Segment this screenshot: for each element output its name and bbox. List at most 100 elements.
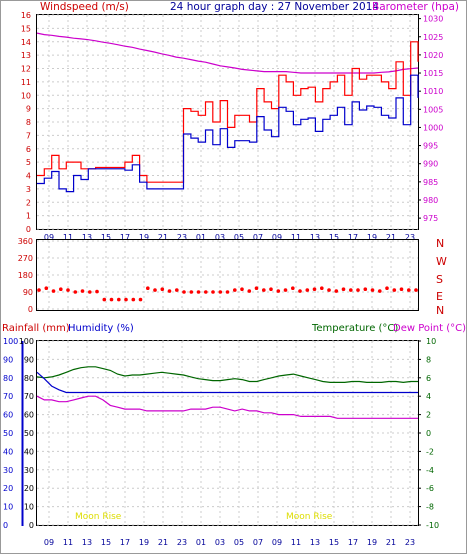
barometer-y-axis: 1030 1025 1020 1015 1010 1005 1000 995 990 985 980… bbox=[418, 15, 443, 223]
x-tick-label: 05 bbox=[234, 233, 244, 242]
x-tick-label: 07 bbox=[253, 538, 263, 547]
y-tick-label: 14 bbox=[21, 38, 31, 47]
y-tick-label: 980 bbox=[423, 196, 438, 205]
direction-point bbox=[196, 290, 201, 294]
windspeed-axis-title: Windspeed (m/s) bbox=[40, 1, 129, 13]
y-tick-label: 70 bbox=[24, 392, 34, 401]
direction-point bbox=[305, 288, 310, 292]
direction-point bbox=[59, 287, 63, 292]
x-tick-label: 21 bbox=[386, 233, 396, 242]
x-tick-label: 11 bbox=[63, 233, 73, 242]
x-tick-label: 23 bbox=[177, 233, 187, 242]
direction-point bbox=[109, 297, 114, 302]
x-tick-label: 03 bbox=[215, 233, 225, 242]
x-tick-label: 19 bbox=[367, 538, 377, 547]
top-series bbox=[36, 32, 419, 193]
temperature-line bbox=[36, 366, 418, 384]
direction-point bbox=[327, 288, 331, 292]
direction-point bbox=[204, 290, 208, 294]
bottom-x-axis: 09 11 13 15 17 19 21 23 01 03 05 07 09 11 13 15 17 19 21 23 bbox=[44, 538, 415, 547]
y-tick-label: 30 bbox=[24, 466, 34, 475]
direction-point bbox=[117, 297, 121, 302]
x-tick-label: 13 bbox=[310, 538, 320, 547]
direction-point bbox=[392, 288, 397, 292]
y-tick-label: 90 bbox=[24, 355, 34, 364]
direction-point bbox=[218, 290, 223, 294]
x-tick-label: 15 bbox=[329, 538, 339, 547]
x-tick-label: 19 bbox=[139, 233, 149, 242]
direction-point bbox=[356, 288, 360, 292]
direction-point bbox=[385, 286, 389, 291]
direction-point bbox=[269, 287, 273, 292]
x-tick-label: 11 bbox=[63, 538, 73, 547]
y-tick-label: 1025 bbox=[423, 33, 443, 42]
x-tick-label: 13 bbox=[82, 538, 92, 547]
y-tick-label: 8 bbox=[426, 355, 431, 364]
direction-point bbox=[160, 287, 165, 292]
direction-point bbox=[146, 286, 150, 291]
direction-point bbox=[349, 288, 353, 292]
direction-point bbox=[334, 289, 339, 293]
moonrise-label: Moon Rise bbox=[75, 512, 122, 522]
direction-point bbox=[88, 290, 92, 294]
direction-point bbox=[37, 288, 41, 292]
temperature-axis-title: Temperature (°C) bbox=[311, 323, 398, 334]
y-tick-label: 8 bbox=[26, 118, 31, 127]
x-tick-label: 23 bbox=[405, 233, 415, 242]
x-tick-label: 15 bbox=[101, 233, 111, 242]
direction-point bbox=[80, 289, 85, 293]
bottom-series bbox=[36, 366, 418, 419]
y-tick-label: -6 bbox=[426, 484, 434, 493]
x-tick-label: 17 bbox=[120, 233, 130, 242]
x-tick-label: 11 bbox=[291, 538, 301, 547]
y-tick-label: 180 bbox=[18, 271, 33, 280]
y-tick-label: 60 bbox=[3, 411, 13, 420]
y-tick-label: 360 bbox=[18, 237, 33, 246]
wind-gust-line bbox=[37, 41, 419, 183]
direction-series bbox=[37, 286, 418, 302]
y-tick-label: 4 bbox=[26, 172, 31, 181]
direction-point bbox=[407, 288, 411, 292]
x-tick-label: 17 bbox=[348, 233, 358, 242]
direction-point bbox=[66, 288, 70, 292]
x-tick-label: 17 bbox=[348, 538, 358, 547]
barometer-line bbox=[36, 32, 419, 74]
x-tick-label: 11 bbox=[291, 233, 301, 242]
y-tick-label: 6 bbox=[426, 374, 431, 383]
direction-point bbox=[131, 297, 136, 302]
direction-point bbox=[363, 287, 368, 292]
direction-point bbox=[167, 289, 172, 293]
y-tick-label: 50 bbox=[24, 429, 34, 438]
x-tick-label: 13 bbox=[310, 233, 320, 242]
y-tick-label: 80 bbox=[3, 374, 13, 383]
x-tick-label: 21 bbox=[158, 538, 168, 547]
direction-point bbox=[341, 287, 346, 292]
y-tick-label: 0 bbox=[426, 429, 431, 438]
direction-point bbox=[44, 286, 49, 291]
y-tick-label: 9 bbox=[26, 105, 31, 114]
direction-point bbox=[182, 290, 186, 294]
y-tick-label: 12 bbox=[21, 65, 31, 74]
y-tick-label: 90 bbox=[3, 355, 13, 364]
y-tick-label: 0 bbox=[28, 305, 33, 314]
x-tick-label: 19 bbox=[139, 538, 149, 547]
direction-point bbox=[73, 290, 78, 294]
y-tick-label: 100 bbox=[19, 337, 34, 346]
dewpoint-axis-title: Dew Point (°C) bbox=[393, 323, 466, 334]
direction-point bbox=[254, 286, 259, 291]
x-tick-label: 01 bbox=[196, 233, 206, 242]
top-x-axis: 09 11 13 15 17 19 21 23 01 03 05 07 09 11 13 15 17 19 21 23 bbox=[44, 233, 415, 242]
x-tick-label: 03 bbox=[215, 538, 225, 547]
direction-point bbox=[399, 287, 404, 292]
x-tick-label: 21 bbox=[386, 538, 396, 547]
y-tick-label: 4 bbox=[426, 392, 431, 401]
y-tick-label: 990 bbox=[423, 160, 438, 169]
y-tick-label: 20 bbox=[3, 484, 13, 493]
y-tick-label: 1005 bbox=[423, 105, 443, 114]
compass-labels: N W S E N bbox=[436, 237, 447, 317]
x-tick-label: 23 bbox=[177, 538, 187, 547]
y-tick-label: 2 bbox=[26, 198, 31, 207]
